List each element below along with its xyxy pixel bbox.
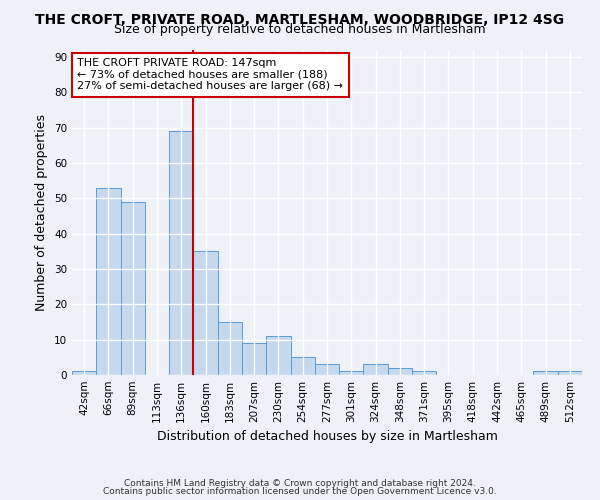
Text: Contains HM Land Registry data © Crown copyright and database right 2024.: Contains HM Land Registry data © Crown c… <box>124 478 476 488</box>
Bar <box>96 188 121 375</box>
X-axis label: Distribution of detached houses by size in Martlesham: Distribution of detached houses by size … <box>157 430 497 444</box>
Bar <box>412 372 436 375</box>
Bar <box>290 358 315 375</box>
Bar <box>339 372 364 375</box>
Text: Size of property relative to detached houses in Martlesham: Size of property relative to detached ho… <box>114 22 486 36</box>
Text: THE CROFT PRIVATE ROAD: 147sqm
← 73% of detached houses are smaller (188)
27% of: THE CROFT PRIVATE ROAD: 147sqm ← 73% of … <box>77 58 343 92</box>
Bar <box>533 372 558 375</box>
Bar <box>315 364 339 375</box>
Bar <box>388 368 412 375</box>
Bar <box>218 322 242 375</box>
Bar <box>121 202 145 375</box>
Bar <box>193 252 218 375</box>
Bar <box>72 372 96 375</box>
Text: Contains public sector information licensed under the Open Government Licence v3: Contains public sector information licen… <box>103 487 497 496</box>
Bar <box>364 364 388 375</box>
Bar <box>266 336 290 375</box>
Y-axis label: Number of detached properties: Number of detached properties <box>35 114 49 311</box>
Bar <box>558 372 582 375</box>
Bar <box>242 343 266 375</box>
Text: THE CROFT, PRIVATE ROAD, MARTLESHAM, WOODBRIDGE, IP12 4SG: THE CROFT, PRIVATE ROAD, MARTLESHAM, WOO… <box>35 12 565 26</box>
Bar <box>169 131 193 375</box>
